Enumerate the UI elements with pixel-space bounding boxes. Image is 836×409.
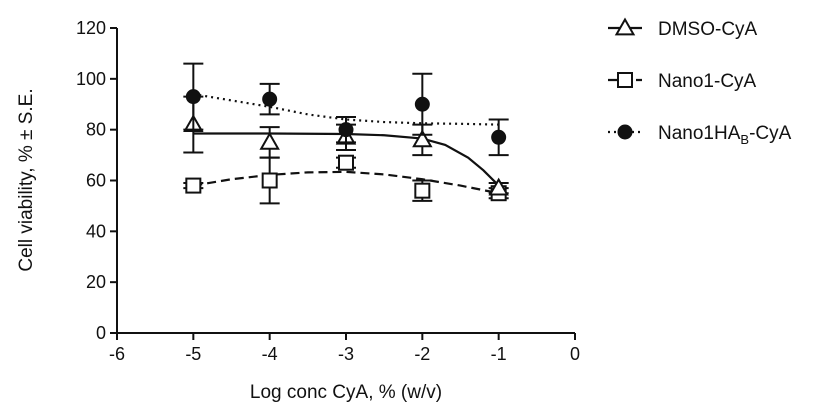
data-point xyxy=(414,96,430,112)
y-tick-label: 120 xyxy=(76,18,106,38)
data-point xyxy=(412,129,433,148)
plot-area xyxy=(183,62,509,205)
legend-label: Nano1HAB-CyA xyxy=(658,123,792,147)
x-tick-label: 0 xyxy=(570,344,580,364)
y-ticks: 0 20 40 60 80 100 120 xyxy=(76,18,117,343)
data-point xyxy=(414,182,431,199)
data-point xyxy=(338,122,354,138)
series-dmso-cya xyxy=(183,95,509,196)
data-point xyxy=(259,131,280,150)
data-point xyxy=(261,172,278,189)
legend-label: DMSO-CyA xyxy=(658,19,758,40)
legend-label-tail: -CyA xyxy=(749,123,792,144)
y-tick-label: 20 xyxy=(86,272,106,292)
series-nano1-cya xyxy=(183,154,509,205)
data-point xyxy=(262,91,278,107)
x-tick-label: -3 xyxy=(338,344,354,364)
legend-item: DMSO-CyA xyxy=(608,17,758,40)
x-axis-title: Log conc CyA, % (w/v) xyxy=(250,382,442,403)
y-tick-label: 100 xyxy=(76,69,106,89)
x-tick-label: -6 xyxy=(109,344,125,364)
legend-label-main: Nano1HA xyxy=(658,123,741,144)
y-tick-label: 40 xyxy=(86,221,106,241)
data-point xyxy=(185,177,202,194)
y-axis-title: Cell viability, % ± S.E. xyxy=(16,88,37,271)
legend-label-main: Nano1-CyA xyxy=(658,71,757,92)
y-tick-label: 60 xyxy=(86,171,106,191)
y-tick-label: 0 xyxy=(96,323,106,343)
y-tick-label: 80 xyxy=(86,120,106,140)
legend-item: Nano1-CyA xyxy=(608,71,757,92)
axes: -6 -5 -4 -3 -2 -1 0 0 20 40 60 80 100 120 Log conc C… xyxy=(16,18,580,403)
legend-label-main: DMSO-CyA xyxy=(658,19,758,40)
x-ticks: -6 -5 -4 -3 -2 -1 0 xyxy=(109,333,580,364)
series-nano1hab-cya xyxy=(183,62,509,157)
x-tick-label: -1 xyxy=(491,344,507,364)
legend-item: Nano1HAB-CyA xyxy=(608,123,792,147)
x-tick-label: -2 xyxy=(414,344,430,364)
data-point xyxy=(185,89,201,105)
data-point xyxy=(488,177,509,196)
legend-marker xyxy=(617,72,633,88)
legend: DMSO-CyA Nano1-CyA Nano1HAB-CyA xyxy=(608,17,792,147)
data-point xyxy=(491,129,507,145)
legend-label-subscript: B xyxy=(740,132,749,147)
x-tick-label: -4 xyxy=(262,344,278,364)
data-point xyxy=(338,154,354,171)
legend-marker xyxy=(614,17,636,36)
fit-curve xyxy=(193,170,499,195)
x-tick-label: -5 xyxy=(185,344,201,364)
legend-marker xyxy=(617,124,633,140)
legend-label: Nano1-CyA xyxy=(658,71,757,92)
